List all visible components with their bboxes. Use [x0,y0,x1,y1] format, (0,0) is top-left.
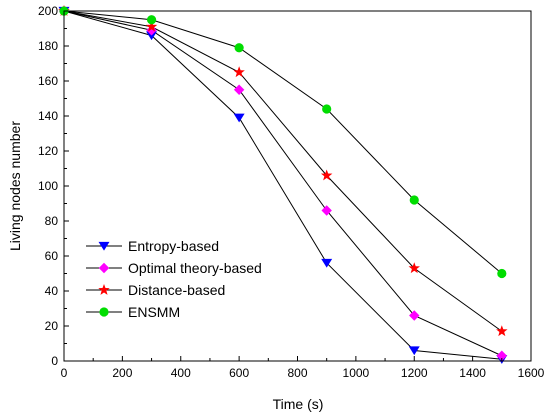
y-axis-title: Living nodes number [7,121,23,251]
y-tick-label-1: 20 [45,319,59,333]
data-point-2-2 [233,66,245,78]
series-line-0 [63,10,502,360]
y-tick-label-7: 140 [38,109,58,123]
legend-marker-2 [98,284,110,295]
y-tick-label-8: 160 [38,74,58,88]
x-tick-label-3: 600 [229,366,249,380]
series-line-2 [63,10,503,332]
y-tick-label-9: 180 [38,39,58,53]
data-point-0-2 [233,113,245,123]
data-point-0-4 [408,346,420,356]
data-point-2-3 [320,169,333,181]
data-point-0-3 [321,258,333,268]
y-tick-label-6: 120 [38,144,58,158]
data-point-1-2 [233,84,245,95]
data-point-1-5 [496,350,508,361]
x-tick-label-6: 1200 [401,366,428,380]
x-tick-label-0: 0 [61,366,68,380]
x-axis-title: Time (s) [273,396,324,412]
legend-label-2: Distance-based [128,282,225,298]
data-point-2-1 [145,20,158,32]
legend-label-3: ENSMM [128,304,180,320]
y-tick-label-5: 100 [38,179,58,193]
x-tick-label-8: 1600 [518,366,545,380]
series-line-1 [63,10,503,357]
data-point-3-5 [497,268,507,279]
data-point-3-2 [234,43,244,53]
y-tick-label-2: 40 [45,284,59,298]
x-tick-label-2: 400 [171,366,191,380]
data-point-3-3 [322,104,332,114]
data-point-0-1 [146,31,158,41]
x-tick-label-7: 1400 [459,366,486,380]
legend-label-1: Optimal theory-based [128,260,262,276]
x-tick-label-5: 1000 [343,366,370,380]
series-line-3 [63,10,503,274]
data-point-1-4 [409,310,420,321]
y-tick-label-10: 200 [38,4,58,18]
legend-label-0: Entropy-based [128,238,219,254]
y-tick-label-4: 80 [45,214,59,228]
x-tick-label-1: 200 [112,366,132,380]
y-tick-label-3: 60 [45,249,59,263]
data-point-3-1 [146,15,157,25]
legend: Entropy-based Optimal theory-based Distanc… [86,238,262,320]
legend-marker-3 [99,307,109,317]
axes: 0 200 400 600 800 1000 1200 1400 1600 0 20 40 60 80 10… [38,4,545,380]
legend-marker-0 [98,241,110,251]
plot-area [58,5,508,364]
data-point-2-4 [408,262,420,274]
data-point-2-5 [496,325,508,337]
x-tick-label-4: 800 [287,366,307,380]
data-point-1-3 [321,205,332,216]
y-tick-label-0: 0 [51,354,58,368]
legend-marker-1 [98,262,110,274]
data-point-1-1 [146,25,157,36]
data-point-3-4 [409,195,419,205]
